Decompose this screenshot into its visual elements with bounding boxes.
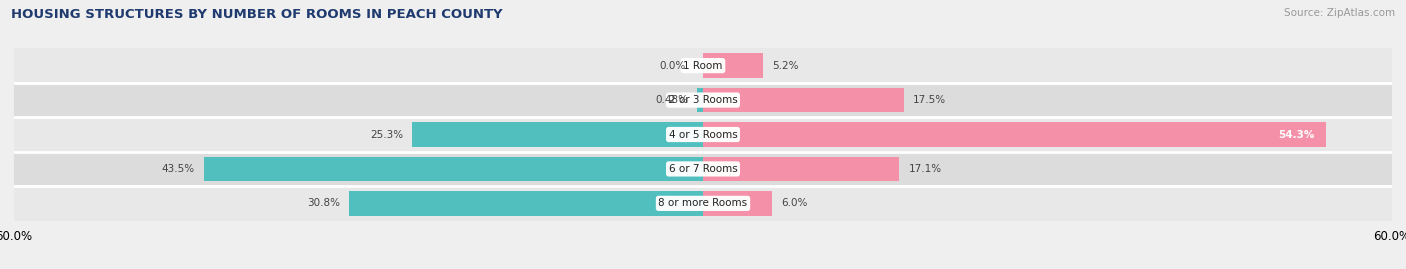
Bar <box>204 157 703 181</box>
Bar <box>703 53 762 78</box>
Bar <box>703 122 1326 147</box>
Bar <box>14 186 1392 221</box>
Text: 0.0%: 0.0% <box>659 61 686 71</box>
Text: 30.8%: 30.8% <box>307 198 340 208</box>
Bar <box>14 152 1392 186</box>
Bar <box>14 83 1392 117</box>
Bar <box>14 117 1392 152</box>
Text: 8 or more Rooms: 8 or more Rooms <box>658 198 748 208</box>
Bar <box>703 191 772 216</box>
Text: 17.1%: 17.1% <box>908 164 942 174</box>
Text: 43.5%: 43.5% <box>162 164 194 174</box>
Text: 6.0%: 6.0% <box>782 198 807 208</box>
Text: 5.2%: 5.2% <box>772 61 799 71</box>
Text: 2 or 3 Rooms: 2 or 3 Rooms <box>669 95 737 105</box>
Text: 17.5%: 17.5% <box>912 95 946 105</box>
Bar <box>412 122 703 147</box>
Bar <box>349 191 703 216</box>
Text: 4 or 5 Rooms: 4 or 5 Rooms <box>669 129 737 140</box>
Text: 25.3%: 25.3% <box>370 129 404 140</box>
Text: 1 Room: 1 Room <box>683 61 723 71</box>
Text: HOUSING STRUCTURES BY NUMBER OF ROOMS IN PEACH COUNTY: HOUSING STRUCTURES BY NUMBER OF ROOMS IN… <box>11 8 503 21</box>
Text: 0.48%: 0.48% <box>655 95 689 105</box>
Bar <box>14 48 1392 83</box>
Bar <box>703 88 904 112</box>
Bar <box>703 157 900 181</box>
Text: 54.3%: 54.3% <box>1278 129 1315 140</box>
Bar <box>697 88 703 112</box>
Text: Source: ZipAtlas.com: Source: ZipAtlas.com <box>1284 8 1395 18</box>
Text: 6 or 7 Rooms: 6 or 7 Rooms <box>669 164 737 174</box>
